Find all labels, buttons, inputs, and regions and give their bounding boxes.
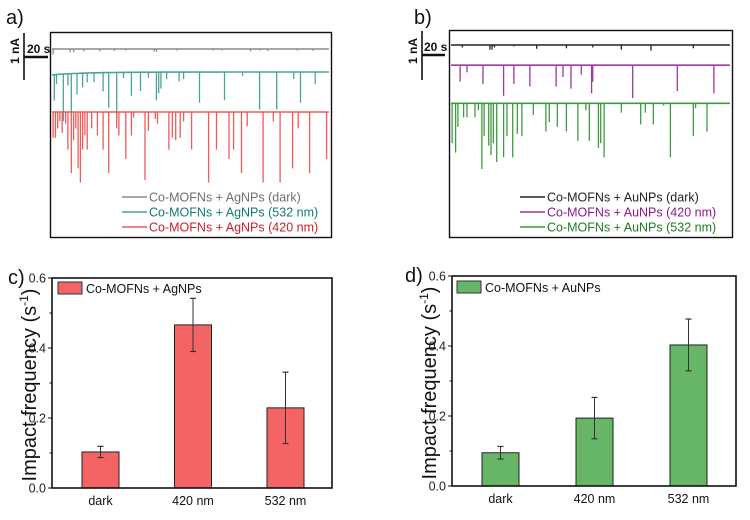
panel-a-label: a) — [6, 7, 24, 29]
y-axis-title: Impact frequency (s-1) — [417, 287, 441, 480]
legend-label: Co-MOFNs + AgNPs (dark) — [149, 191, 301, 205]
legend-label: Co-MOFNs + AgNPs (532 nm) — [149, 206, 318, 220]
y-tick-label: 0.4 — [29, 342, 46, 356]
bars-d: 0.0 0.2 0.4 0.6 dark 420 nm 532 nm Impact frequ… — [417, 270, 737, 506]
traces-b — [451, 44, 730, 170]
bar-legend: Co-MOFNs + AuNPs — [456, 280, 601, 295]
y-tick-label: 0.2 — [29, 412, 46, 426]
panel-d-bar-chart: d) 0.0 0.2 0.4 0.6 dark 420 nm 532 nm Impact fr… — [405, 265, 737, 506]
y-tick-label: 0.0 — [429, 480, 446, 494]
trace-baseline — [51, 71, 329, 76]
legend-label: Co-MOFNs + AuNPs (dark) — [547, 191, 699, 205]
panel-c-bar-chart: c) 0.0 0.2 0.4 0.6 dark 420 nm 532 nm Impact fr… — [8, 267, 333, 508]
scale-bar: 1 nA 20 s — [8, 33, 51, 80]
panel-b-current-traces: b) 1 nA 20 s Co-MOFNs + AuNPs (dark)Co-M… — [406, 7, 734, 239]
trace-series — [52, 48, 329, 55]
bars-c: 0.0 0.2 0.4 0.6 dark 420 nm 532 nm Impact frequ… — [17, 272, 333, 508]
x-category-label: 532 nm — [265, 494, 307, 508]
x-category-label: dark — [488, 492, 513, 506]
scale-bar-current-label: 1 nA — [8, 38, 22, 64]
legend-label: Co-MOFNs + AgNPs — [86, 282, 202, 296]
panel-a-current-traces: a) 1 nA 20 s Co-MOFNs + AgNPs (dark)Co-M… — [6, 7, 333, 239]
y-tick-label: 0.0 — [29, 482, 46, 496]
trace-series — [451, 102, 730, 170]
legend-label: Co-MOFNs + AuNPs (420 nm) — [547, 206, 716, 220]
y-tick-label: 0.6 — [29, 272, 46, 286]
y-tick-label: 0.2 — [429, 410, 446, 424]
bar-legend: Co-MOFNs + AgNPs — [57, 281, 202, 296]
panel-a-frame — [49, 31, 333, 239]
error-bar — [591, 396, 598, 440]
error-bar — [282, 371, 289, 445]
panel-b-label: b) — [414, 7, 432, 29]
trace-series — [451, 44, 730, 51]
legend-label: Co-MOFNs + AuNPs (532 nm) — [547, 221, 716, 235]
scale-bar: 1 nA 20 s — [406, 31, 448, 80]
x-category-label: 420 nm — [574, 492, 616, 506]
trace-series — [51, 71, 329, 122]
y-tick-label: 0.6 — [429, 270, 446, 284]
legend-label: Co-MOFNs + AgNPs (420 nm) — [149, 221, 318, 235]
legend-b: Co-MOFNs + AuNPs (dark)Co-MOFNs + AuNPs … — [520, 191, 716, 235]
legend-swatch — [57, 281, 83, 295]
trace-series — [451, 64, 730, 99]
error-bar — [97, 445, 104, 459]
traces-a — [51, 48, 329, 183]
panel-c-label: c) — [8, 267, 25, 289]
legend-label: Co-MOFNs + AuNPs — [485, 281, 601, 295]
x-category-label: 532 nm — [668, 492, 710, 506]
x-category-label: 420 nm — [172, 494, 214, 508]
y-tick-label: 0.4 — [429, 340, 446, 354]
legend-swatch — [456, 280, 482, 294]
error-bar — [685, 318, 692, 372]
x-category-label: dark — [88, 494, 113, 508]
error-bar — [497, 445, 504, 460]
scale-bar-current-label: 1 nA — [406, 38, 420, 64]
scale-bar-time-label: 20 s — [27, 42, 51, 56]
panel-d-label: d) — [405, 265, 423, 287]
panel-b-frame — [448, 29, 734, 239]
legend-a: Co-MOFNs + AgNPs (dark)Co-MOFNs + AgNPs … — [122, 191, 318, 235]
error-bar — [190, 297, 196, 353]
trace-series — [52, 111, 329, 183]
scale-bar-time-label: 20 s — [424, 40, 448, 54]
y-axis-title: Impact frequency (s-1) — [17, 289, 41, 482]
